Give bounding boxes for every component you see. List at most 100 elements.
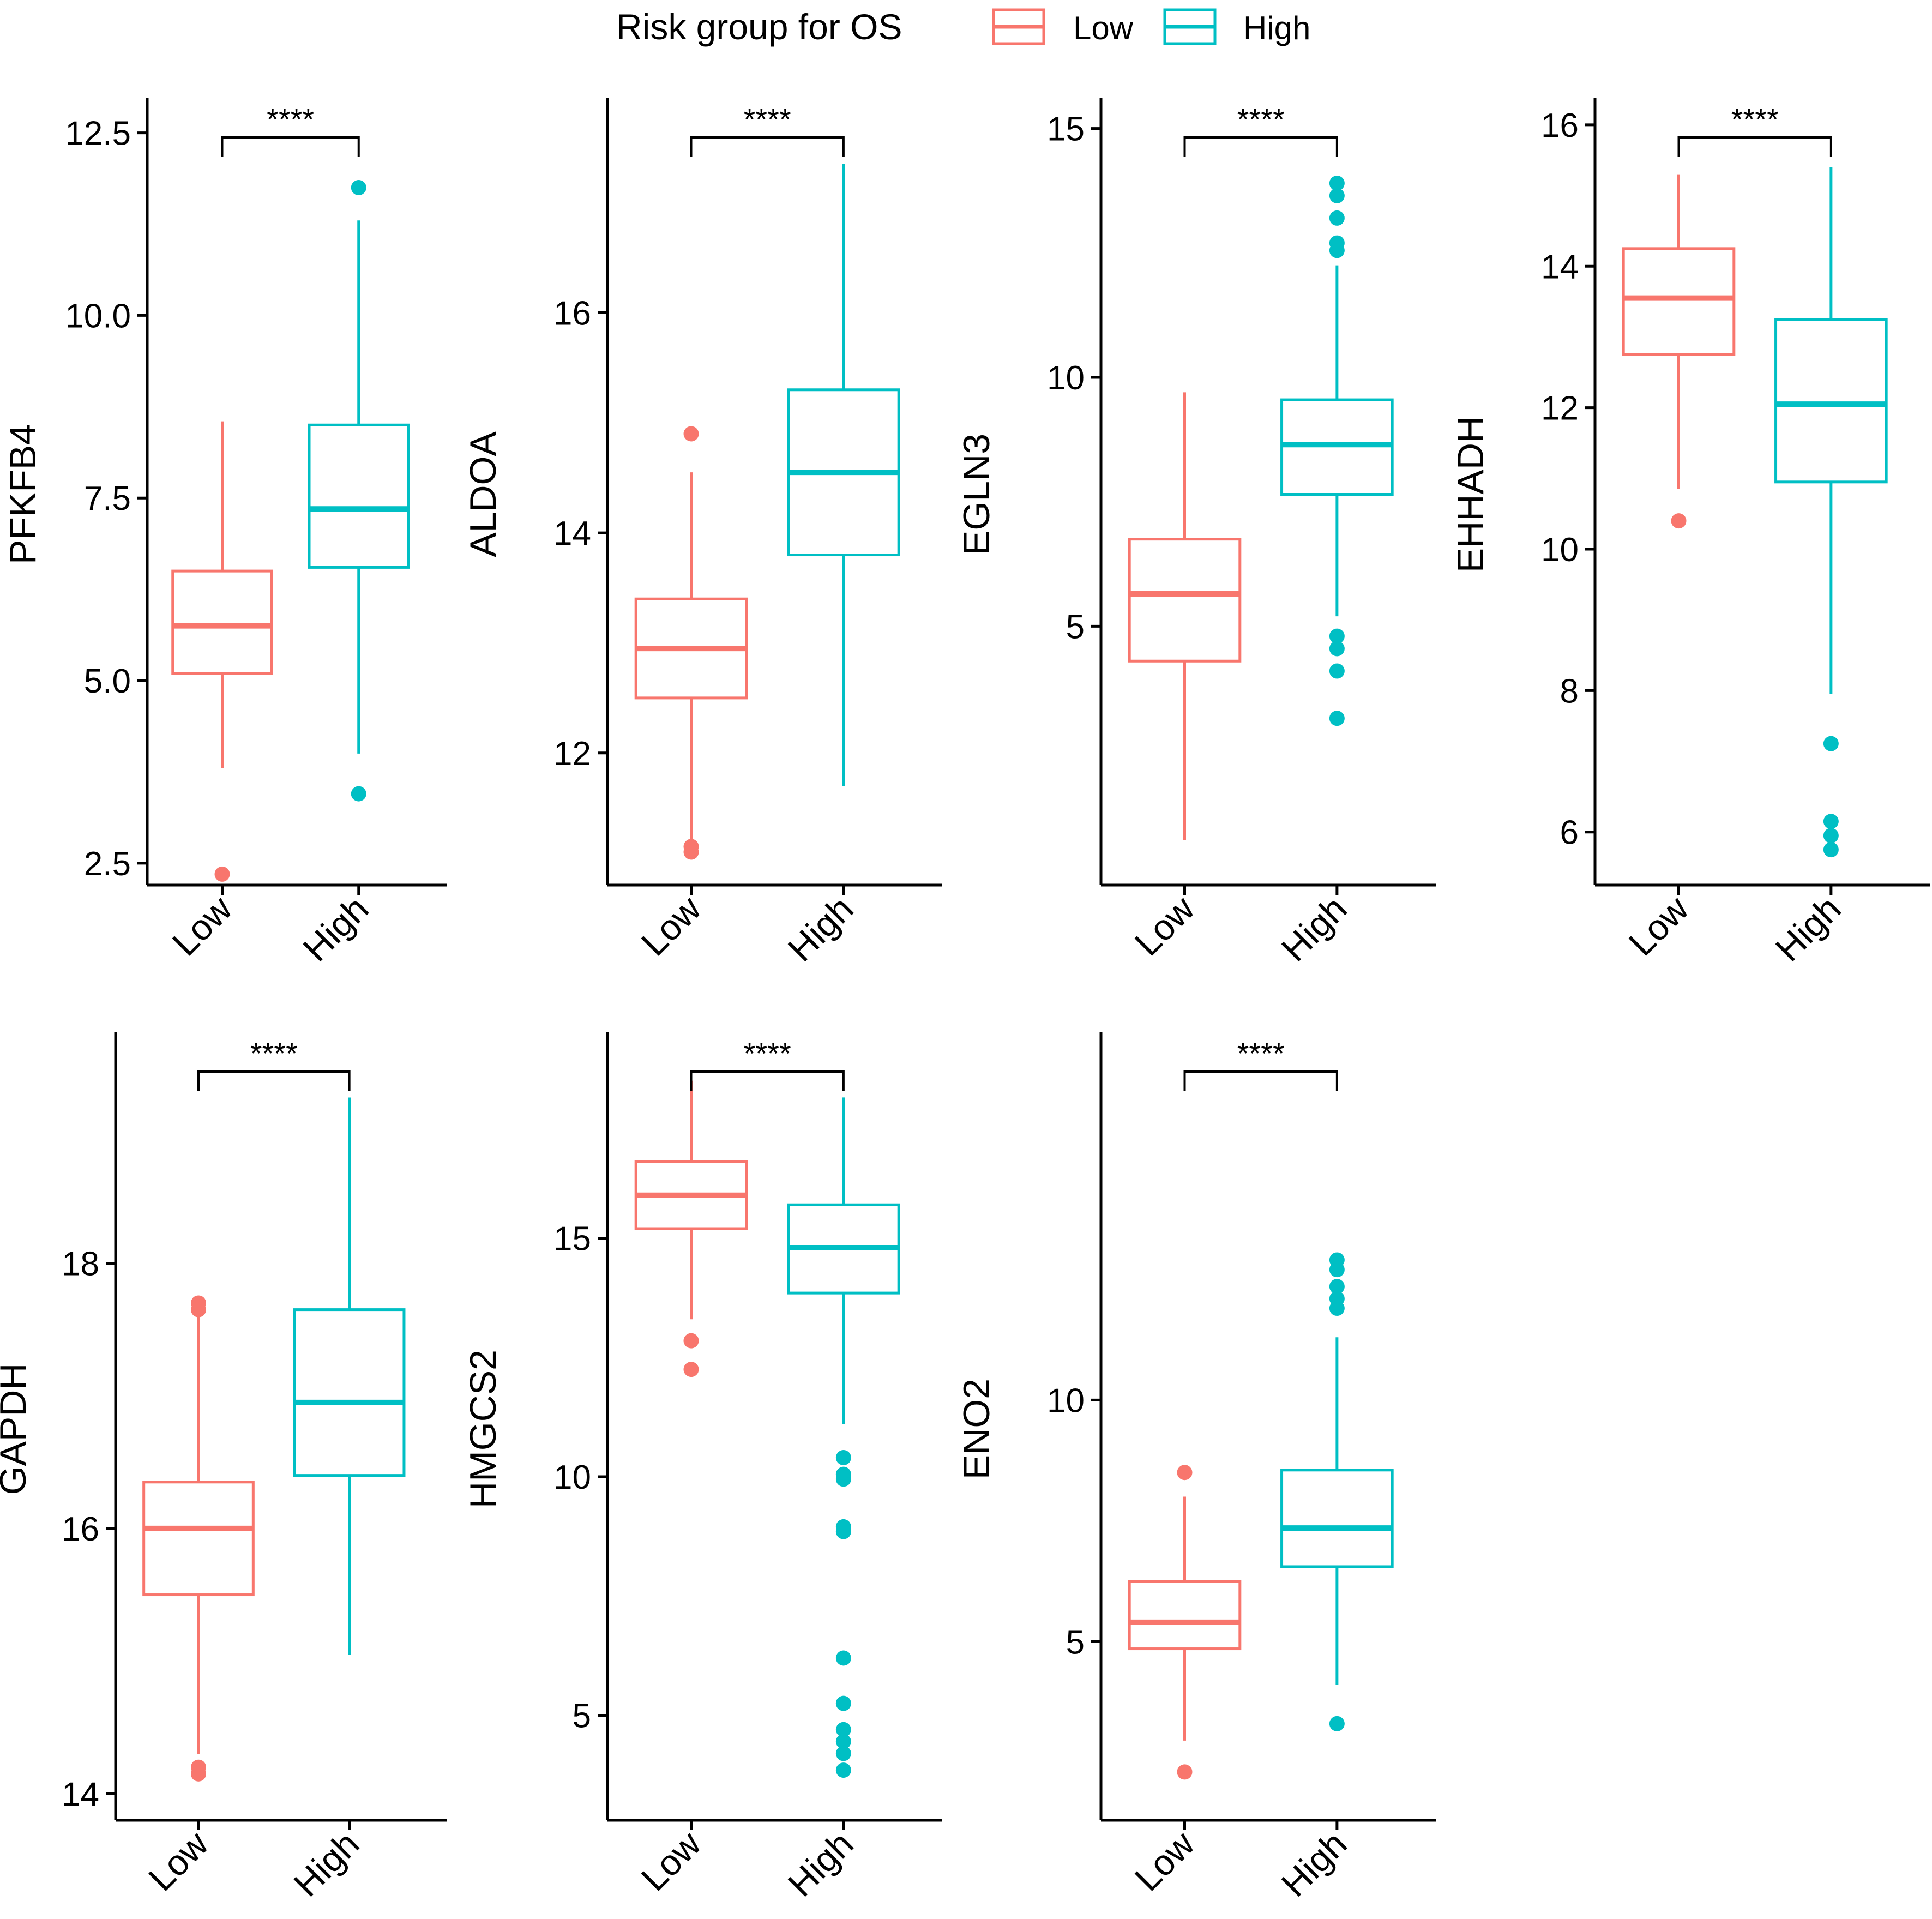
outlier-point — [1329, 663, 1345, 679]
y-tick-label: 5 — [1066, 1623, 1085, 1661]
y-tick-label: 5 — [573, 1698, 591, 1735]
y-tick-label: 18 — [62, 1245, 99, 1283]
box-low — [171, 421, 273, 882]
box-high — [787, 164, 900, 786]
outlier-point — [683, 1333, 699, 1349]
outlier-point — [1329, 641, 1345, 657]
box-low — [634, 426, 748, 860]
legend-item-high: High — [1163, 8, 1310, 46]
outlier-point — [683, 426, 699, 442]
significance-label: **** — [744, 1036, 791, 1070]
y-axis-title: EGLN3 — [956, 434, 997, 555]
y-tick-label: 10.0 — [65, 297, 131, 335]
outlier-point — [1329, 176, 1345, 191]
panel-hmgcs2: 5 10 15 HMGCS2 Low High **** — [462, 1032, 942, 1904]
x-tick-label-high: High — [286, 1824, 366, 1904]
significance-bracket — [197, 1070, 351, 1091]
iqr-box — [142, 1481, 255, 1597]
outlier-point — [1823, 842, 1839, 858]
y-axis-title: HMGCS2 — [462, 1350, 504, 1508]
y-tick-label: 14 — [62, 1776, 99, 1813]
box-low — [1128, 392, 1242, 840]
outlier-point — [835, 1450, 851, 1465]
y-axis-title: PFKFB4 — [2, 424, 44, 564]
outlier-point — [835, 1471, 851, 1487]
y-tick-label: 10 — [1047, 1382, 1085, 1419]
y-tick-label: 12.5 — [65, 115, 131, 153]
y-tick-label: 12 — [1541, 390, 1579, 428]
boxplot-figure: 2.5 5.0 7.5 10.0 12.5 PFKFB4 Low High **** 12 14 16… — [0, 98, 1930, 1904]
outlier-point — [1329, 628, 1345, 644]
box-low — [142, 1295, 255, 1782]
y-tick-label: 15 — [553, 1220, 591, 1258]
outlier-point — [351, 180, 366, 196]
legend-title: Risk group for OS — [616, 7, 902, 47]
x-tick-label-high: High — [1273, 888, 1354, 969]
iqr-box — [171, 569, 273, 675]
outlier-point — [191, 1302, 206, 1318]
outlier-point — [1177, 1465, 1193, 1481]
outlier-point — [1823, 828, 1839, 844]
panel-aldoa: 12 14 16 ALDOA Low High **** — [462, 98, 942, 969]
outlier-point — [835, 1524, 851, 1539]
y-tick-label: 7.5 — [84, 480, 131, 518]
y-tick-label: 16 — [62, 1511, 99, 1548]
y-axis-title: GAPDH — [0, 1363, 34, 1495]
legend: Risk group for OS Low High — [0, 0, 1932, 60]
box-high — [1774, 167, 1888, 858]
significance-label: **** — [1237, 1036, 1285, 1070]
panel-gapdh: 14 16 18 GAPDH Low High **** — [0, 1032, 447, 1904]
x-tick-label-low: Low — [1127, 888, 1202, 963]
y-axis-title: EHHADH — [1450, 416, 1491, 573]
significance-bracket — [690, 1070, 845, 1091]
outlier-point — [835, 1695, 851, 1711]
x-tick-label-low: Low — [141, 1823, 216, 1898]
panel-egln3: 5 10 15 EGLN3 Low High **** — [956, 98, 1436, 969]
box-high — [787, 1097, 900, 1778]
y-tick-label: 14 — [1541, 248, 1579, 286]
outlier-point — [1329, 1301, 1345, 1316]
y-axis-title: ALDOA — [462, 431, 504, 557]
x-tick-label-low: Low — [1127, 1823, 1202, 1898]
y-tick-label: 10 — [553, 1459, 591, 1496]
iqr-box — [1128, 538, 1242, 663]
significance-bracket — [1183, 1070, 1338, 1091]
panel-ehhadh: 6 8 10 12 14 16 EHHADH Low High **** — [1450, 98, 1930, 969]
box-low — [1128, 1465, 1242, 1780]
box-high — [293, 1097, 406, 1655]
outlier-point — [1329, 188, 1345, 203]
outlier-point — [1329, 243, 1345, 258]
significance-label: **** — [267, 102, 314, 136]
panel-eno2: 5 10 ENO2 Low High **** — [956, 1032, 1436, 1904]
significance-bracket — [690, 136, 845, 157]
box-high — [1280, 176, 1394, 726]
outlier-point — [191, 1766, 206, 1782]
outlier-point — [1671, 513, 1687, 529]
legend-label-low: Low — [1073, 10, 1134, 46]
x-tick-label-low: Low — [164, 888, 239, 963]
outlier-point — [835, 1734, 851, 1749]
outlier-point — [351, 786, 366, 802]
x-tick-label-high: High — [1767, 888, 1848, 969]
y-tick-label: 14 — [553, 515, 591, 552]
legend-item-low: Low — [992, 8, 1134, 46]
iqr-box — [1774, 318, 1888, 484]
x-tick-label-low: Low — [1621, 888, 1696, 963]
y-tick-label: 5.0 — [84, 663, 131, 700]
significance-bracket — [1183, 136, 1338, 157]
y-tick-label: 16 — [553, 294, 591, 332]
significance-label: **** — [1731, 102, 1779, 136]
outlier-point — [214, 866, 230, 882]
iqr-box — [1128, 1580, 1242, 1651]
outlier-point — [683, 844, 699, 860]
box-high — [308, 180, 410, 802]
outlier-point — [1329, 1279, 1345, 1295]
x-tick-label-high: High — [780, 888, 860, 969]
outlier-point — [1329, 711, 1345, 726]
significance-label: **** — [744, 102, 791, 136]
y-tick-label: 10 — [1541, 531, 1579, 569]
legend-svg: Risk group for OS Low High — [616, 7, 1310, 47]
box-low — [1622, 174, 1736, 529]
outlier-point — [835, 1746, 851, 1761]
y-tick-label: 6 — [1560, 814, 1579, 852]
